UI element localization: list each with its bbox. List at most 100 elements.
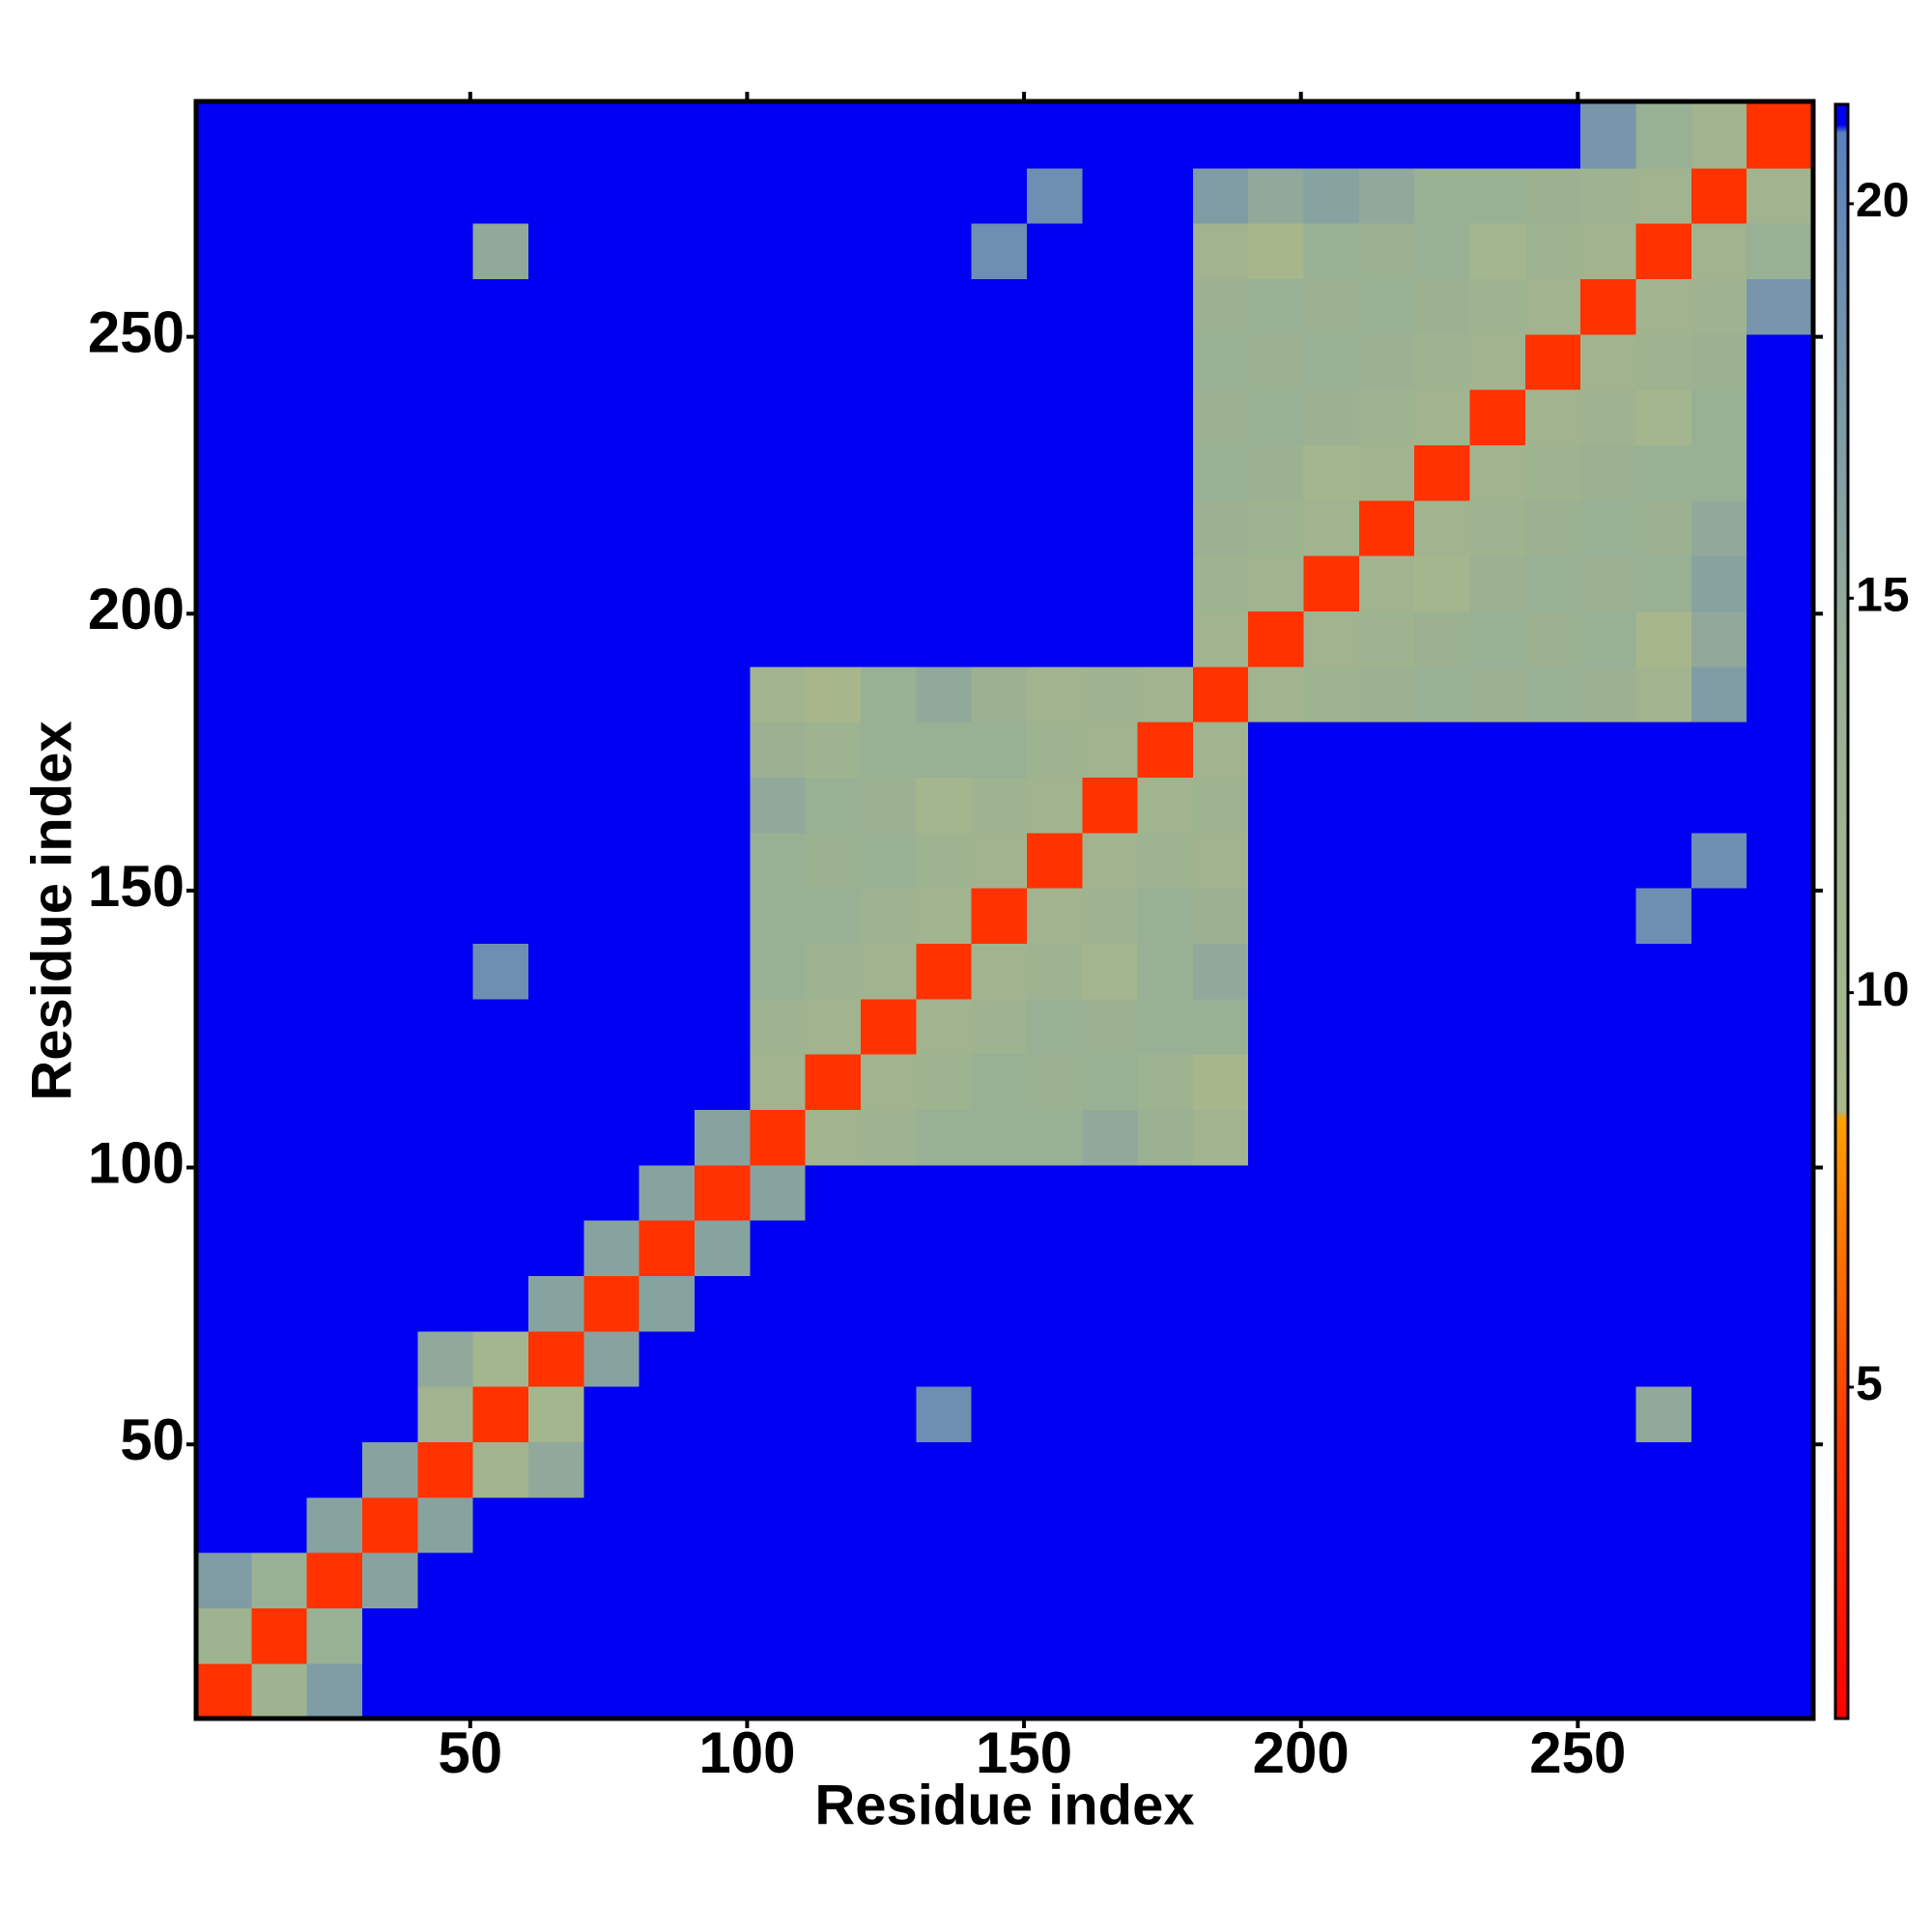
heatmap-cell — [1192, 611, 1249, 668]
heatmap-cell — [417, 1552, 474, 1608]
heatmap-cell — [196, 1109, 252, 1166]
heatmap-cell — [1747, 888, 1814, 944]
heatmap-cell — [417, 1164, 474, 1221]
heatmap-cell — [860, 333, 917, 390]
heatmap-cell — [1414, 278, 1471, 335]
heatmap-cell — [527, 1054, 584, 1110]
heatmap-cell — [306, 943, 363, 1000]
heatmap-cell — [860, 1275, 917, 1332]
heatmap-cell — [1082, 278, 1139, 335]
heatmap-cell — [1635, 333, 1692, 390]
heatmap-cell — [583, 998, 640, 1055]
heatmap-cell — [472, 223, 529, 280]
heatmap-cell — [916, 722, 973, 779]
heatmap-cell — [196, 1054, 252, 1110]
heatmap-cell — [1303, 832, 1360, 889]
heatmap-cell — [583, 333, 640, 390]
heatmap-cell — [916, 998, 973, 1055]
heatmap-cell — [694, 499, 751, 556]
heatmap-cell — [1524, 444, 1581, 501]
heatmap-cell — [1580, 1441, 1637, 1498]
heatmap-cell — [750, 167, 807, 224]
heatmap-cell — [306, 1275, 363, 1332]
heatmap-cell — [1137, 1662, 1194, 1719]
heatmap-cell — [860, 1054, 917, 1110]
heatmap-cell — [1137, 1330, 1194, 1387]
heatmap-cell — [1082, 499, 1139, 556]
heatmap-cell — [1137, 943, 1194, 1000]
heatmap-cell — [1137, 1164, 1194, 1221]
heatmap-cell — [361, 1386, 418, 1442]
heatmap-cell — [1248, 1330, 1305, 1387]
heatmap-cell — [694, 998, 751, 1055]
heatmap-cell — [1580, 832, 1637, 889]
heatmap-cell — [750, 499, 807, 556]
heatmap-cell — [583, 832, 640, 889]
heatmap-cell — [916, 499, 973, 556]
heatmap-cell — [251, 832, 308, 889]
colorbar-tick-label: 20 — [1856, 173, 1910, 227]
heatmap-cell — [1358, 1164, 1415, 1221]
heatmap-cell — [1358, 444, 1415, 501]
heatmap-cell — [1414, 1607, 1471, 1664]
heatmap-cell — [1747, 278, 1814, 335]
heatmap-cell — [805, 998, 862, 1055]
heatmap-cell — [860, 1607, 917, 1664]
heatmap-cell — [527, 1441, 584, 1498]
heatmap-cell — [1192, 1552, 1249, 1608]
heatmap-cell — [1137, 1109, 1194, 1166]
heatmap-cell — [1524, 1275, 1581, 1332]
heatmap-cell — [1248, 333, 1305, 390]
heatmap-cell — [916, 666, 973, 723]
y-tick-label: 100 — [88, 1130, 185, 1195]
heatmap-cell — [860, 101, 917, 169]
heatmap-cell — [472, 1164, 529, 1221]
heatmap-cell — [1082, 101, 1139, 169]
heatmap-cell — [1635, 1552, 1692, 1608]
heatmap-cell — [361, 333, 418, 390]
heatmap-cell — [472, 1662, 529, 1719]
heatmap-cell — [971, 499, 1028, 556]
heatmap-cell — [916, 333, 973, 390]
heatmap-cell — [1358, 278, 1415, 335]
heatmap-cell — [361, 1164, 418, 1221]
heatmap-cell — [1303, 278, 1360, 335]
heatmap-cell — [694, 1164, 751, 1221]
heatmap-cell — [1469, 223, 1526, 280]
heatmap-cell — [1414, 1109, 1471, 1166]
heatmap-cell — [694, 223, 751, 280]
heatmap-cell — [750, 611, 807, 668]
heatmap-cell — [694, 888, 751, 944]
heatmap-cell — [361, 1441, 418, 1498]
heatmap-cell — [1580, 1607, 1637, 1664]
heatmap-cell — [860, 223, 917, 280]
heatmap-cell — [1358, 1607, 1415, 1664]
heatmap-cell — [805, 1220, 862, 1276]
heatmap-cell — [1192, 1386, 1249, 1442]
heatmap-cell — [1414, 1220, 1471, 1276]
heatmap-cell — [694, 1441, 751, 1498]
heatmap-cell — [1248, 444, 1305, 501]
heatmap-cell — [1082, 1552, 1139, 1608]
heatmap-cell — [750, 389, 807, 446]
heatmap-cell — [1082, 943, 1139, 1000]
y-tick-label: 250 — [88, 299, 185, 364]
heatmap-cell — [361, 1607, 418, 1664]
heatmap-cell — [971, 832, 1028, 889]
heatmap-cell — [1082, 722, 1139, 779]
heatmap-cell — [1137, 1386, 1194, 1442]
heatmap-cell — [1580, 1109, 1637, 1166]
heatmap-cell — [916, 444, 973, 501]
heatmap-cell — [750, 998, 807, 1055]
heatmap-cell — [1524, 666, 1581, 723]
heatmap-cell — [583, 499, 640, 556]
heatmap-cell — [694, 666, 751, 723]
heatmap-cell — [1414, 832, 1471, 889]
heatmap-cell — [1303, 1054, 1360, 1110]
heatmap-cell — [1358, 1386, 1415, 1442]
heatmap-cell — [1414, 223, 1471, 280]
heatmap-cell — [583, 1552, 640, 1608]
heatmap-cell — [971, 223, 1028, 280]
heatmap-cell — [916, 1496, 973, 1553]
heatmap-cell — [916, 1552, 973, 1608]
